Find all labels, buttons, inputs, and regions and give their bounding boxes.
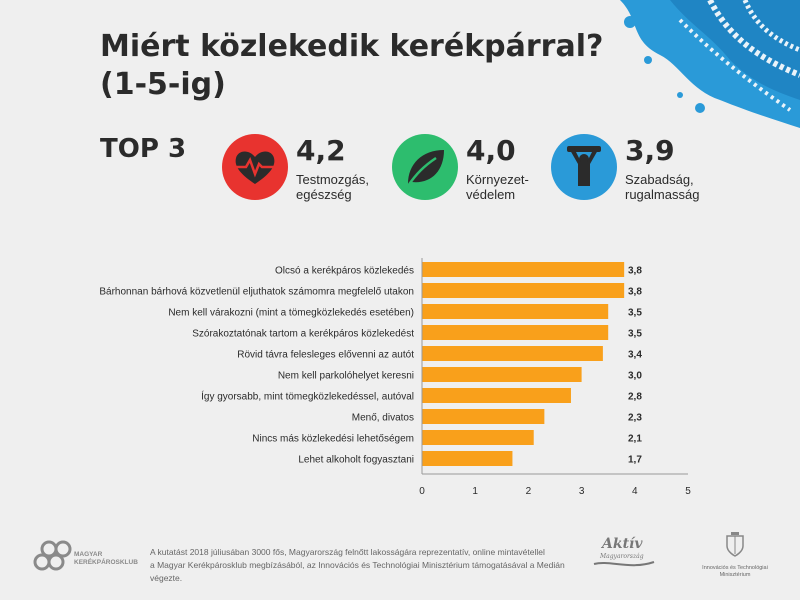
x-tick-label: 3 xyxy=(579,486,585,497)
bar xyxy=(422,304,609,319)
logo-line-2: KERÉKPÁROSKLUB xyxy=(74,557,138,566)
category-label: Nem kell parkolóhelyet keresni xyxy=(278,371,414,382)
x-tick-label: 0 xyxy=(419,486,425,497)
value-label: 2,1 xyxy=(628,434,642,445)
category-label: Nincs más közlekedési lehetőségem xyxy=(252,434,414,445)
value-label: 2,8 xyxy=(628,392,642,403)
top-label: Szabadság, rugalmasság xyxy=(625,172,700,202)
category-label: Szórakoztatónak tartom a kerékpáros közl… xyxy=(192,329,414,340)
heart-pulse-icon xyxy=(222,134,288,200)
top-value: 4,0 xyxy=(466,134,516,167)
value-label: 3,5 xyxy=(628,308,642,319)
bar xyxy=(422,283,625,298)
bar xyxy=(422,325,609,340)
value-label: 3,8 xyxy=(628,287,642,298)
category-label: Bárhonnan bárhová közvetlenül eljuthatok… xyxy=(99,287,414,298)
kerekparosklub-logo: MAGYAR KERÉKPÁROSKLUB xyxy=(33,540,138,571)
top-value: 3,9 xyxy=(625,134,675,167)
footer-note: A kutatást 2018 júliusában 3000 fős, Mag… xyxy=(150,547,565,583)
ministry-text: Innovációs és Technológiai Minisztérium xyxy=(702,565,768,578)
top-label: Testmozgás, egészség xyxy=(296,172,369,202)
category-label: Nem kell várakozni (mint a tömegközleked… xyxy=(168,308,414,319)
category-label: Rövid távra felesleges elővenni az autót xyxy=(237,350,414,361)
aktiv-magyarorszag-logo: Aktív Magyarország xyxy=(593,536,655,567)
value-label: 3,5 xyxy=(628,329,642,340)
bar xyxy=(422,430,534,445)
freedom-person-icon xyxy=(551,134,617,200)
category-label: Így gyorsabb, mint tömegközlekedéssel, a… xyxy=(201,390,414,403)
magyarorszag-text: Magyarország xyxy=(599,553,644,560)
x-tick-label: 2 xyxy=(526,486,532,497)
coat-of-arms-icon xyxy=(726,532,744,557)
value-label: 3,4 xyxy=(628,350,642,361)
leaf-icon xyxy=(392,134,458,200)
bar xyxy=(422,451,513,466)
aktiv-text: Aktív xyxy=(600,536,643,552)
category-label: Lehet alkoholt fogyasztani xyxy=(298,455,414,466)
x-tick-label: 5 xyxy=(685,486,691,497)
page-title: Miért közlekedik kerékpárral? (1-5-ig) xyxy=(100,28,660,104)
x-tick-label: 1 xyxy=(472,486,478,497)
bar xyxy=(422,262,625,277)
bar-chart: Olcsó a kerékpáros közlekedés 3,8 Bárhonna… xyxy=(99,258,691,497)
ministry-logo: Innovációs és Technológiai Minisztérium xyxy=(700,532,770,579)
value-label: 1,7 xyxy=(628,455,642,466)
category-label: Menő, divatos xyxy=(352,413,414,424)
top-label: Környezet-védelem xyxy=(466,172,529,202)
bar xyxy=(422,367,582,382)
title-line-2: (1-5-ig) xyxy=(100,67,226,102)
logo-line-1: MAGYAR xyxy=(74,551,103,558)
category-label: Olcsó a kerékpáros közlekedés xyxy=(275,266,414,277)
top-value: 4,2 xyxy=(296,134,346,167)
bar xyxy=(422,388,571,403)
bar xyxy=(422,409,545,424)
top3-label: TOP 3 xyxy=(100,134,187,164)
value-label: 3,8 xyxy=(628,266,642,277)
value-label: 3,0 xyxy=(628,371,642,382)
value-label: 2,3 xyxy=(628,413,642,424)
tire-track-splash-decoration xyxy=(620,0,800,128)
bar xyxy=(422,346,603,361)
x-tick-label: 4 xyxy=(632,486,638,497)
title-line-1: Miért közlekedik kerékpárral? xyxy=(100,29,604,64)
